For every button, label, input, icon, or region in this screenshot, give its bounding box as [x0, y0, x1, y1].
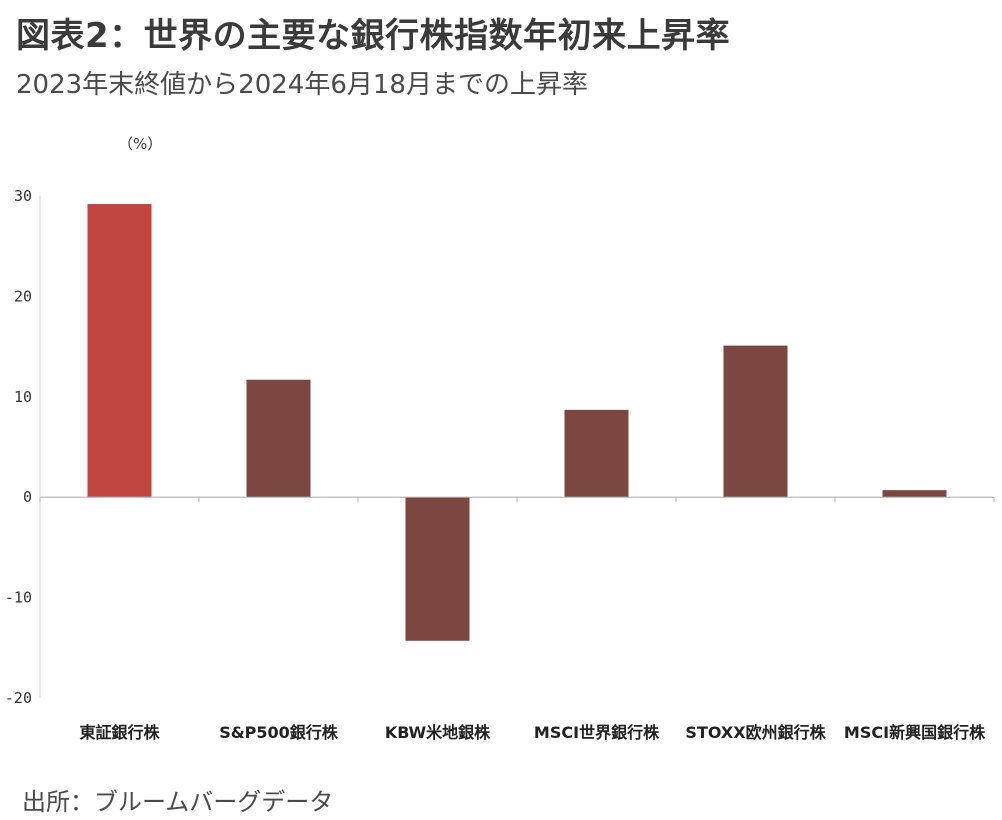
category-label: 東証銀行株 [79, 723, 160, 742]
bar [87, 204, 152, 498]
category-label: S&P500銀行株 [219, 723, 339, 742]
category-labels: 東証銀行株 S&P500銀行株 KBW米地銀株 MSCI世界銀行株 STOXX欧州銀行株… [79, 723, 986, 742]
y-tick-label: 0 [23, 488, 32, 506]
source-note: 出所：ブルームバーグデータ [22, 788, 334, 816]
y-tick-label: -20 [5, 689, 32, 707]
category-label: STOXX欧州銀行株 [685, 723, 826, 742]
y-tick-label: -10 [5, 589, 32, 607]
chart-subtitle: 2023年末終値から2024年6月18月までの上昇率 [16, 70, 588, 100]
bars [87, 204, 947, 641]
category-label: MSCI世界銀行株 [534, 723, 660, 742]
bar [405, 497, 470, 641]
bar [723, 345, 788, 498]
category-label: KBW米地銀株 [385, 723, 491, 742]
y-unit-label: （%） [118, 135, 162, 153]
y-tick-label: 10 [14, 388, 32, 406]
bar [564, 409, 629, 498]
bar [246, 379, 311, 498]
x-tick-marks [39, 497, 995, 503]
y-tick-labels: 30 20 10 0 -10 -20 [5, 187, 32, 707]
category-label: MSCI新興国銀行株 [844, 723, 986, 742]
chart-title: 図表2：世界の主要な銀行株指数年初来上昇率 [16, 16, 731, 56]
y-tick-label: 20 [14, 287, 32, 305]
bar [882, 490, 947, 498]
bar-chart: （%） 30 20 10 0 -10 -20 東証銀行株 S&P500銀行株 KBW米地銀株 M… [5, 135, 995, 742]
y-tick-label: 30 [14, 187, 32, 205]
